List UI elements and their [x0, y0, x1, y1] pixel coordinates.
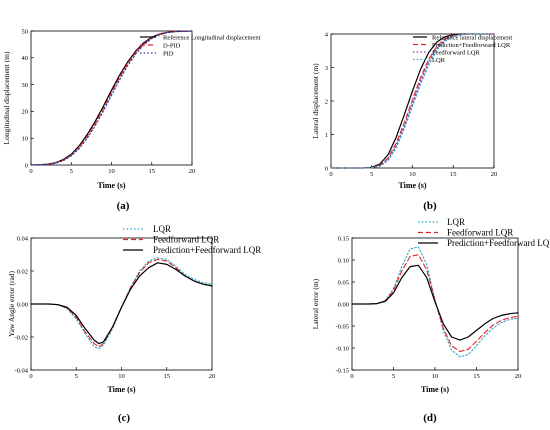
y-tick-label: 0.15: [338, 235, 349, 242]
x-axis-title: Time (s): [107, 385, 135, 394]
x-tick-label: 5: [392, 373, 395, 380]
legend-label: Reference lateral displacement: [432, 34, 512, 41]
x-tick-label: 10: [118, 373, 125, 380]
x-tick-label: 5: [75, 373, 78, 380]
y-tick-label: 1: [325, 132, 328, 139]
y-tick-label: 2: [325, 98, 328, 105]
chart-panel-b: 0 5 10 15 20 0 1 2 3 4 Time (s) Lateral displacemen…: [311, 31, 512, 212]
chart-panel-a: 0 5 10 15 20 0 10 20 30 40 50 Time (s) Longitudinal …: [2, 28, 261, 212]
y-tick-label: -0.04: [14, 367, 28, 374]
y-axis-title: Yaw Angle error (rad): [7, 270, 16, 337]
x-tick-label: 15: [164, 373, 171, 380]
series-line-3: [330, 33, 495, 169]
series-line-1: [30, 258, 213, 348]
x-tick-label: 10: [432, 373, 439, 380]
legend-label: Reference Longitudinal displacement: [163, 34, 261, 41]
legend-label: Feedforward LQR: [153, 235, 219, 245]
legend: Reference lateral displacementPrediction…: [413, 34, 512, 64]
plot-frame: [30, 237, 213, 371]
x-axis-title: Time (s): [97, 181, 125, 190]
legend-label: Feedforward LQR: [447, 228, 513, 238]
legend-label: LQR: [432, 57, 446, 64]
y-tick-label: -0.02: [14, 334, 28, 341]
x-tick-label: 5: [70, 168, 73, 175]
y-tick-label: 0: [25, 162, 28, 169]
legend-label: PID: [163, 50, 174, 57]
chart-panel-d: 0 5 10 15 20 -0.15 -0.10 -0.05 0.00 0.05 0.10 0.15 T…: [311, 217, 550, 424]
y-axis-title: Lateral displacement (m): [311, 63, 320, 139]
y-tick-label: 0.00: [17, 301, 28, 308]
x-tick-label: 15: [473, 373, 480, 380]
y-tick-label: 0: [325, 165, 328, 172]
series-line-2: [351, 264, 519, 341]
y-tick-label: 0.10: [338, 257, 349, 264]
y-tick-label: 50: [22, 28, 29, 35]
y-tick-label: -0.05: [335, 323, 349, 330]
series-line-2: [30, 30, 193, 166]
y-axis-title: Lateral error (m): [311, 278, 320, 329]
y-tick-label: 3: [325, 65, 328, 72]
panel-label: (a): [117, 200, 130, 212]
y-axis-title: Longitudinal displacement (m): [2, 51, 11, 144]
x-tick-label: 5: [370, 171, 373, 178]
legend-label: LQR: [447, 217, 465, 227]
x-axis-title: Time (s): [421, 385, 449, 394]
panel-label: (b): [423, 200, 437, 212]
y-tick-label: 0.05: [338, 279, 349, 286]
series-line-2: [30, 262, 213, 345]
panel-label: (d): [423, 412, 437, 424]
x-tick-label: 10: [409, 171, 416, 178]
x-tick-label: 20: [491, 171, 498, 178]
x-axis-title: Time (s): [398, 181, 426, 190]
legend-label: Prediction+Feedforward LQR: [432, 42, 511, 49]
y-tick-label: 40: [22, 55, 29, 62]
legend-label: Feedforward LQR: [432, 49, 480, 56]
x-tick-label: 10: [108, 168, 115, 175]
panel-label: (c): [118, 412, 131, 424]
x-tick-label: 0: [329, 171, 332, 178]
x-tick-label: 15: [450, 171, 457, 178]
y-tick-label: -0.10: [335, 345, 349, 352]
chart-panel-c: 0 5 10 15 20 -0.04 -0.02 0.00 0.02 0.04 Time (s) Ya…: [7, 224, 261, 424]
y-tick-label: 10: [22, 136, 29, 143]
legend-label: Prediction+Feedforward LQR: [153, 245, 261, 255]
legend-label: LQR: [153, 224, 171, 234]
x-tick-label: 20: [209, 373, 216, 380]
y-tick-label: 30: [22, 82, 29, 89]
y-tick-label: 0.04: [17, 235, 29, 242]
legend: Reference Longitudinal displacementD-PID…: [140, 34, 261, 57]
y-tick-label: -0.15: [335, 367, 349, 374]
legend-label: D-PID: [163, 42, 181, 49]
x-tick-label: 20: [189, 168, 196, 175]
series-line-0: [30, 257, 213, 350]
y-tick-label: 0.00: [338, 301, 349, 308]
x-tick-label: 0: [29, 168, 32, 175]
y-tick-label: 4: [325, 31, 329, 38]
x-tick-label: 15: [149, 168, 156, 175]
y-tick-label: 20: [22, 109, 29, 116]
x-tick-label: 0: [350, 373, 353, 380]
x-tick-label: 20: [515, 373, 522, 380]
y-tick-label: 0.02: [17, 268, 28, 275]
x-tick-label: 0: [29, 373, 32, 380]
legend-label: Prediction+Feedforward LQR: [447, 238, 550, 248]
